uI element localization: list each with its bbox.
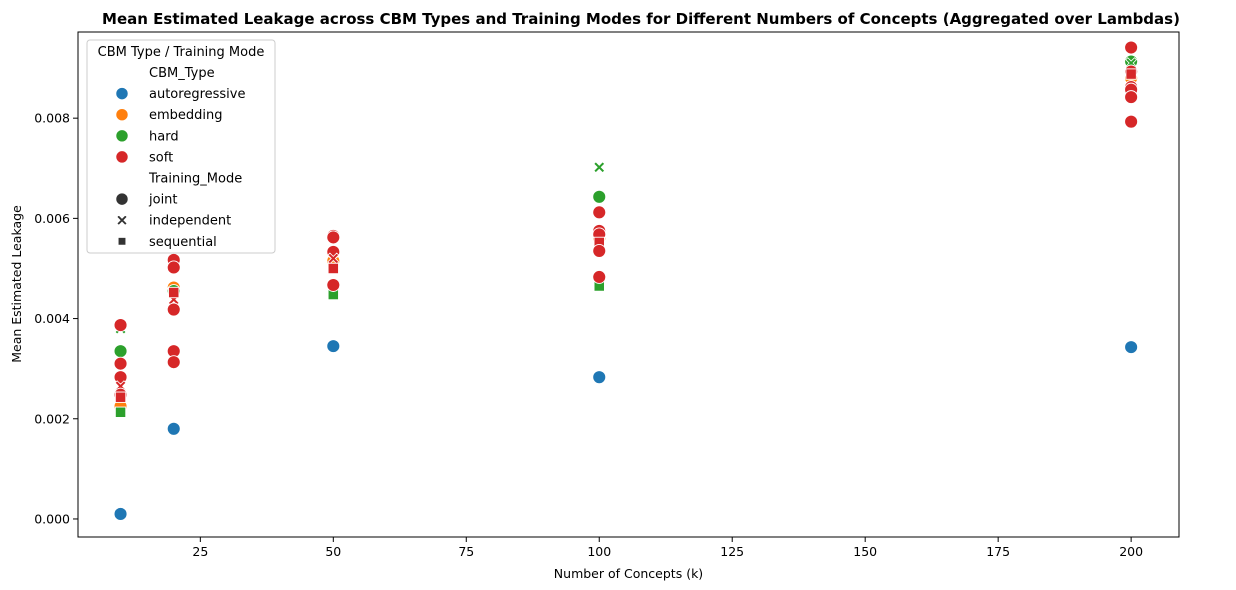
- legend-marker-independent: [116, 214, 128, 226]
- axes: 25 50 75 100 125 150 175 200 0.000 0.002 0.004 0.00…: [34, 31, 1180, 559]
- y-tick-label: 0.006: [34, 211, 70, 226]
- data-point-soft-joint: [326, 278, 341, 292]
- data-point-hard-independent: [593, 161, 606, 174]
- legend-hue-title: CBM_Type: [149, 66, 215, 81]
- data-point-soft-sequential: [327, 262, 339, 275]
- data-point-soft-joint: [166, 355, 181, 370]
- x-tick-label: 175: [986, 544, 1010, 559]
- legend-label-autoregressive: autoregressive: [149, 87, 245, 102]
- legend-label-joint: joint: [148, 193, 178, 208]
- x-tick-label: 100: [587, 544, 611, 559]
- data-point-soft-joint: [1124, 114, 1139, 129]
- data-point-soft-sequential: [168, 286, 180, 299]
- data-point-autoregressive-joint: [1124, 340, 1139, 355]
- data-point-soft-joint: [1124, 90, 1139, 105]
- x-tick-label: 125: [720, 544, 744, 559]
- x-tick-label: 200: [1119, 544, 1143, 559]
- y-tick-label: 0.000: [34, 511, 70, 526]
- x-tick-label: 75: [458, 544, 474, 559]
- legend-marker-joint: [115, 192, 129, 206]
- data-point-soft-joint: [166, 260, 181, 275]
- data-point-hard-joint: [592, 189, 607, 204]
- data-point-hard-sequential: [114, 406, 127, 418]
- legend: CBM Type / Training Mode CBM_Type autoregr…: [86, 39, 276, 254]
- data-point-soft-joint: [326, 230, 341, 245]
- data-point-soft-joint: [166, 302, 181, 317]
- legend-label-embedding: embedding: [149, 108, 223, 123]
- data-points: [113, 40, 1139, 521]
- legend-label-sequential: sequential: [149, 235, 217, 250]
- data-point-autoregressive-joint: [326, 339, 341, 354]
- legend-marker-hard: [115, 129, 129, 143]
- data-point-soft-joint: [113, 318, 128, 333]
- x-tick-label: 25: [192, 544, 208, 559]
- legend-label-independent: independent: [149, 214, 231, 229]
- data-point-autoregressive-joint: [592, 370, 607, 385]
- chart-title: Mean Estimated Leakage across CBM Types …: [102, 10, 1180, 28]
- data-point-soft-joint: [592, 270, 607, 284]
- data-point-soft-joint: [1124, 40, 1139, 55]
- data-point-soft-sequential: [114, 391, 127, 403]
- legend-label-hard: hard: [149, 129, 179, 144]
- data-point-soft-joint: [592, 243, 607, 258]
- y-tick-label: 0.004: [34, 311, 70, 326]
- data-point-soft-independent: [327, 252, 340, 265]
- legend-marker-autoregressive: [115, 86, 129, 101]
- plot-frame: [77, 31, 1180, 538]
- data-point-hard-joint: [113, 344, 128, 359]
- x-tick-label: 50: [325, 544, 341, 559]
- legend-title: CBM Type / Training Mode: [98, 45, 265, 60]
- legend-marker-soft: [115, 150, 129, 164]
- legend-style-title: Training_Mode: [148, 172, 242, 187]
- data-point-soft-joint: [113, 356, 128, 371]
- legend-marker-sequential: [117, 236, 127, 246]
- data-point-soft-joint: [592, 205, 607, 220]
- y-tick-label: 0.002: [34, 411, 70, 426]
- legend-marker-embedding: [115, 108, 129, 122]
- y-tick-label: 0.008: [34, 111, 70, 126]
- x-tick-label: 150: [853, 544, 877, 559]
- data-point-autoregressive-joint: [113, 507, 128, 521]
- y-axis-label: Mean Estimated Leakage: [9, 205, 24, 363]
- legend-box: [86, 39, 276, 254]
- data-point-autoregressive-joint: [166, 421, 181, 436]
- legend-label-soft: soft: [149, 150, 173, 165]
- data-point-soft-sequential: [1125, 68, 1137, 80]
- x-axis-label: Number of Concepts (k): [554, 566, 703, 581]
